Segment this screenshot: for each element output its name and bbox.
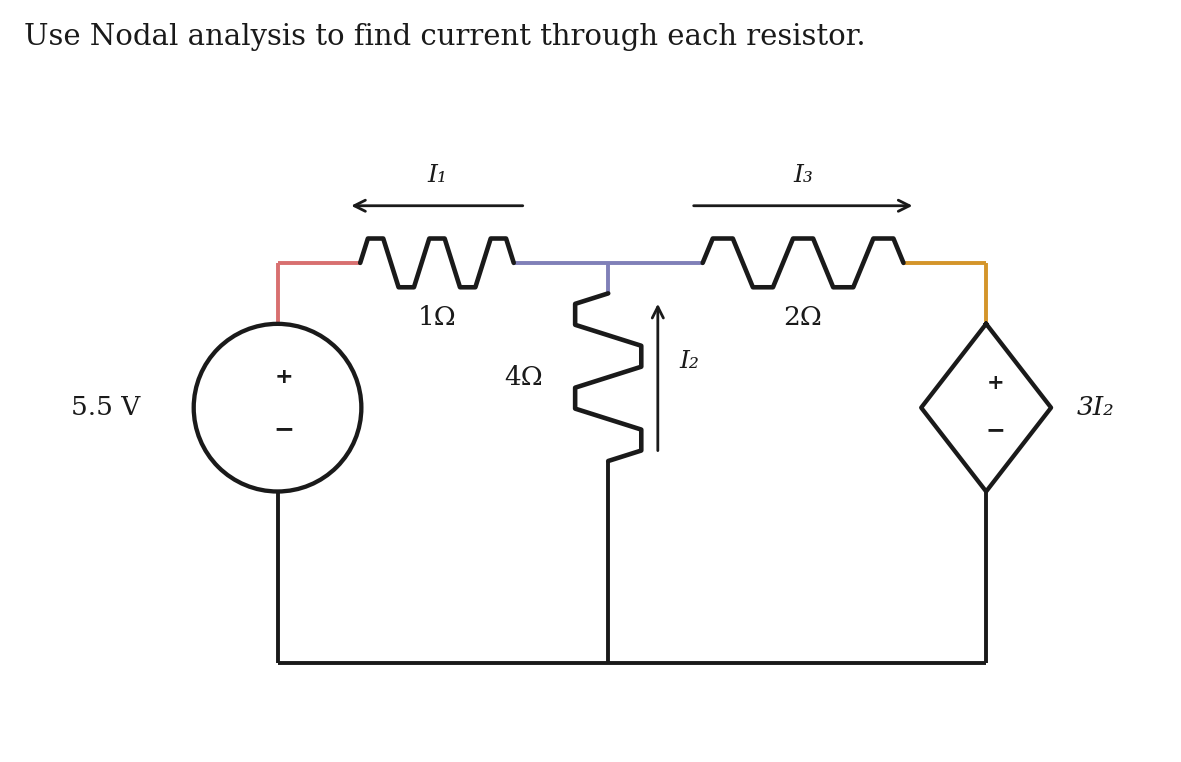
Text: +: +: [274, 367, 293, 387]
Text: 5.5 V: 5.5 V: [71, 395, 141, 420]
Text: 3I₂: 3I₂: [1077, 395, 1115, 420]
Text: Use Nodal analysis to find current through each resistor.: Use Nodal analysis to find current throu…: [24, 23, 866, 51]
Text: +: +: [987, 373, 1004, 393]
Text: −: −: [273, 417, 294, 441]
Text: I₁: I₁: [428, 164, 446, 187]
Text: 4Ω: 4Ω: [504, 365, 543, 389]
Text: −: −: [986, 418, 1005, 443]
Text: 2Ω: 2Ω: [784, 305, 822, 330]
Text: I₃: I₃: [794, 164, 813, 187]
Text: 1Ω: 1Ω: [418, 305, 456, 330]
Text: I₂: I₂: [679, 351, 699, 373]
